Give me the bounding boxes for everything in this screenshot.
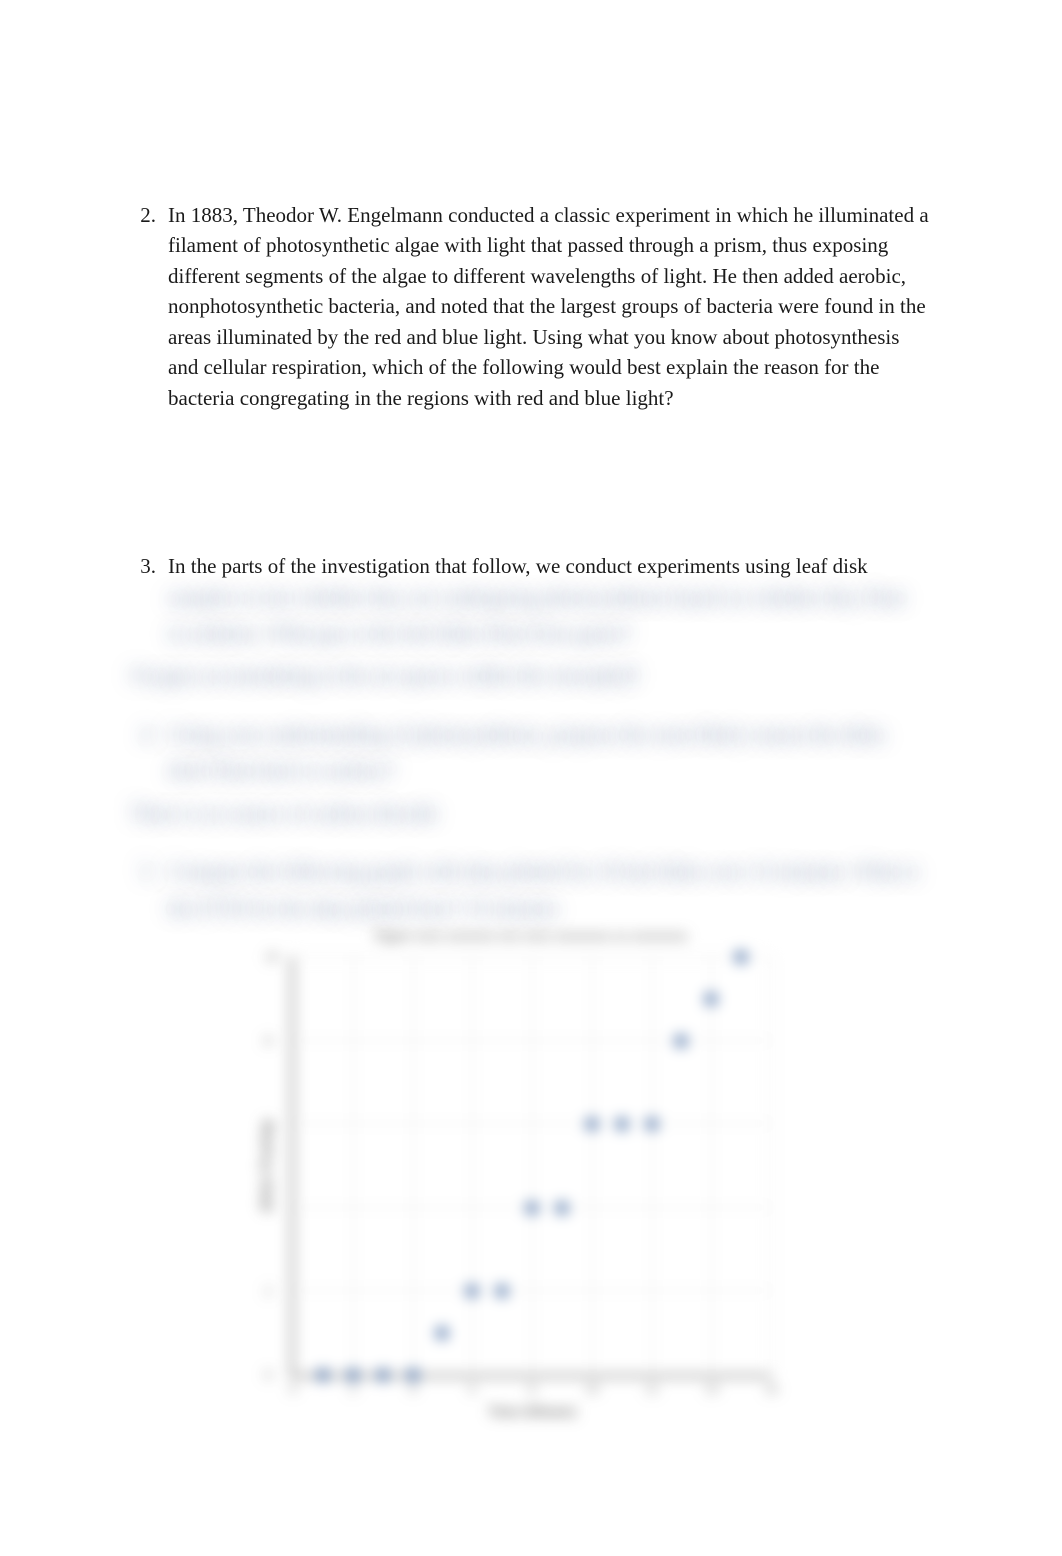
chart-xtick: 6 (469, 1381, 476, 1397)
chart-gridline-v (413, 957, 414, 1375)
chart-point (556, 1202, 568, 1214)
chart-point (675, 1035, 687, 1047)
question-5: 5. Compare the following graph with data… (130, 856, 932, 929)
chart-gridline-h (293, 1040, 771, 1041)
chart-point (466, 1285, 478, 1297)
chart-plot-area: Disks Floating Time (Minute) 02468101214… (291, 957, 771, 1377)
question-text: Compare the following graph with data pl… (168, 856, 932, 929)
chart-ytick: 4 (265, 1200, 272, 1216)
chart-xtick: 2 (350, 1381, 357, 1397)
chart-point (705, 993, 717, 1005)
chart-gridline-v (711, 957, 712, 1375)
chart-xtick: 8 (529, 1381, 536, 1397)
chart-point (347, 1369, 359, 1381)
answer-4: There is no source of carbon dioxide (130, 798, 932, 828)
chart-xtick: 10 (585, 1381, 598, 1397)
question-number: 3. (130, 551, 168, 654)
chart-point (735, 951, 747, 963)
chart-point (646, 1118, 658, 1130)
chart-gridline-h (293, 1290, 771, 1291)
chart-xtick: 14 (705, 1381, 718, 1397)
chart-gridline-v (472, 957, 473, 1375)
chart-gridline-h (293, 1123, 771, 1124)
chart-point (317, 1369, 329, 1381)
chart-gridline-v (353, 957, 354, 1375)
chart-gridline-v (771, 957, 772, 1375)
question-2: 2. In 1883, Theodor W. Engelmann conduct… (130, 200, 932, 413)
page: 2. In 1883, Theodor W. Engelmann conduct… (0, 0, 1062, 1556)
chart-gridline-h (293, 1374, 771, 1375)
question-number: 5. (130, 856, 168, 929)
chart-ytick: 2 (265, 1283, 272, 1299)
chart-xlabel: Time (Minute) (293, 1404, 771, 1421)
chart-point (616, 1118, 628, 1130)
question-text: In the parts of the investigation that f… (168, 551, 932, 654)
chart-point (436, 1327, 448, 1339)
chart-point (586, 1118, 598, 1130)
chart-title: Figure xxxx xxxxxxx xxx xxxx xxxxxxxx xx… (291, 929, 771, 945)
chart-ytick: 0 (265, 1367, 272, 1383)
answer-3: Oxygen accumulating in the air spaces wi… (130, 660, 932, 690)
chart-point (407, 1369, 419, 1381)
question-number: 4. (130, 719, 168, 792)
question-3: 3. In the parts of the investigation tha… (130, 551, 932, 654)
chart-gridline-v (532, 957, 533, 1375)
question-number: 2. (130, 200, 168, 413)
chart-gridline-v (592, 957, 593, 1375)
question-3-obscured: samples to test whether they are undergo… (168, 582, 932, 649)
chart-gridline-v (293, 957, 294, 1375)
chart-ylabel: Disks Floating (258, 1122, 275, 1210)
chart-xtick: 4 (409, 1381, 416, 1397)
chart-ytick: 8 (265, 1033, 272, 1049)
chart-point (496, 1285, 508, 1297)
chart-point (377, 1369, 389, 1381)
chart-ytick: 10 (265, 949, 278, 965)
question-text: In 1883, Theodor W. Engelmann conducted … (168, 200, 932, 413)
chart-gridline-v (652, 957, 653, 1375)
question-4: 4. Using your understanding of photosynt… (130, 719, 932, 792)
chart-xtick: 12 (645, 1381, 658, 1397)
question-text: Using your understanding of photosynthes… (168, 719, 932, 792)
chart-ytick: 6 (265, 1116, 272, 1132)
chart-point (526, 1202, 538, 1214)
chart-xtick: 0 (290, 1381, 297, 1397)
question-3-visible: In the parts of the investigation that f… (168, 554, 868, 578)
chart-gridline-h (293, 956, 771, 957)
chart-xtick: 16 (765, 1381, 778, 1397)
scatter-chart: Figure xxxx xxxxxxx xxx xxxx xxxxxxxx xx… (291, 957, 771, 1377)
